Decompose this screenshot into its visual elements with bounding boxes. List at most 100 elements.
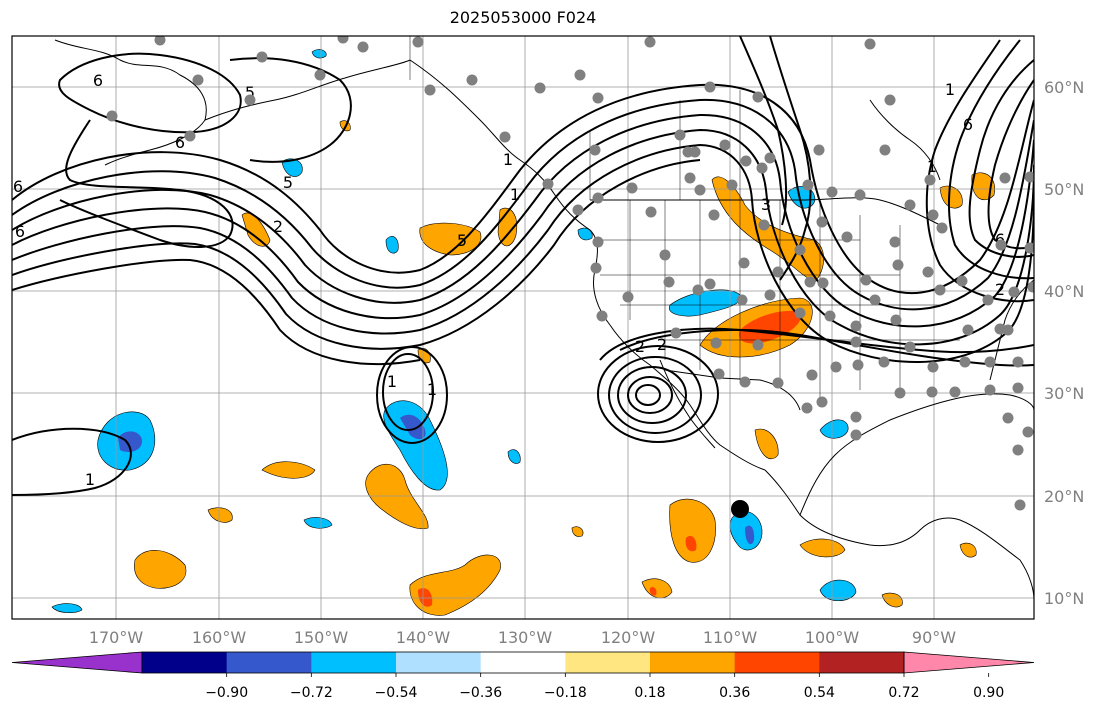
station-marker (1002, 412, 1014, 424)
negative-anomaly-patch (281, 158, 303, 177)
positive-anomaly-core (685, 535, 697, 552)
positive-anomaly-patch (754, 428, 779, 460)
colorbar-tick-label: −0.54 (375, 685, 418, 701)
us-west-coastline (609, 324, 766, 471)
colorbar-segment (142, 652, 228, 673)
station-marker (850, 320, 862, 332)
colorbar-segment (819, 652, 905, 673)
station-marker (713, 368, 725, 380)
positive-anomaly-patch (365, 464, 429, 530)
station-marker (659, 249, 671, 261)
colorbar-tick-label: 0.36 (719, 685, 750, 701)
station-marker (772, 266, 784, 278)
cutoff-low-contour (608, 356, 702, 434)
negative-anomaly-patch (383, 400, 448, 491)
mexico-coastline (764, 469, 1034, 601)
station-marker (574, 69, 586, 81)
contour-line (58, 52, 242, 134)
station-marker (864, 38, 876, 50)
colorbar-tick-label: 0.90 (973, 685, 1004, 701)
station-marker (850, 429, 862, 441)
station-marker (589, 144, 601, 156)
station-marker (337, 36, 349, 44)
longitude-label: 120°W (601, 628, 656, 647)
station-marker (936, 222, 948, 234)
longitude-label: 110°W (703, 628, 758, 647)
contour-line (987, 79, 1034, 250)
station-marker (719, 139, 731, 151)
positive-anomaly-patch (799, 538, 846, 558)
longitude-label: 90°W (912, 628, 956, 647)
station-marker (994, 323, 1006, 335)
positive-anomaly-patch (409, 554, 501, 616)
station-marker (466, 74, 478, 86)
station-marker (801, 402, 813, 414)
negative-anomaly-patch (507, 449, 521, 464)
station-marker (802, 179, 814, 191)
station-marker (684, 172, 696, 184)
contour-label: 1 (85, 470, 95, 489)
contour-label: 1 (427, 380, 437, 399)
station-marker (708, 209, 720, 221)
station-marker (740, 155, 752, 167)
station-marker (670, 327, 682, 339)
positive-anomaly-patch (261, 461, 316, 479)
contour-label: 3 (761, 195, 771, 214)
colorbar-extend-high (903, 651, 1035, 674)
station-marker (596, 310, 608, 322)
positive-anomaly-patch (207, 507, 233, 523)
station-marker (592, 236, 604, 248)
colorbar-segment (226, 652, 312, 673)
us-canada-border (590, 197, 941, 226)
negative-anomaly-patch (303, 517, 333, 529)
height-contours (12, 36, 1034, 496)
gulf-coastline (799, 393, 1034, 516)
contour-label: 6 (15, 222, 25, 241)
station-marker (962, 324, 974, 336)
latitude-label: 20°N (1044, 487, 1084, 506)
station-marker (1027, 281, 1034, 293)
station-marker (622, 291, 634, 303)
contour-label: 1 (927, 157, 937, 176)
contour-label: 1 (387, 372, 397, 391)
contour-line (59, 119, 234, 248)
positive-anomaly-core (738, 310, 801, 344)
station-marker (794, 307, 806, 319)
station-marker (850, 336, 862, 348)
latitude-label: 60°N (1044, 78, 1084, 97)
colorbar-tick-label: −0.72 (290, 685, 333, 701)
station-marker (424, 84, 436, 96)
station-marker (645, 206, 657, 218)
colorbar-segment (734, 652, 820, 673)
contour-line (12, 143, 1034, 363)
colorbar-extend-low (11, 651, 143, 674)
contour-label: 6 (93, 71, 103, 90)
contour-label: 2 (273, 217, 283, 236)
station-marker (256, 51, 268, 63)
station-marker (956, 275, 968, 287)
positive-anomaly-core (649, 587, 657, 596)
station-marker (764, 152, 776, 164)
colorbar-segment (650, 652, 736, 673)
negative-anomaly-patch (51, 603, 83, 613)
station-marker (663, 276, 675, 288)
colorbar-segment (396, 652, 482, 673)
station-marker (772, 377, 784, 389)
negative-anomaly-patch (819, 419, 849, 439)
station-marker (1002, 324, 1014, 336)
station-marker (752, 91, 764, 103)
contour-line (619, 329, 1034, 367)
negative-anomaly-core (400, 414, 426, 440)
station-marker (357, 41, 369, 53)
station-marker (1022, 426, 1034, 438)
station-marker (592, 92, 604, 104)
colorbar-tick-label: −0.90 (205, 685, 248, 701)
station-marker (824, 310, 836, 322)
baja-coastline (659, 359, 716, 449)
station-marker (752, 339, 764, 351)
station-marker (692, 284, 704, 296)
station-marker (644, 36, 656, 48)
contour-label: 5 (245, 83, 255, 102)
colorbar-outline (141, 651, 905, 674)
